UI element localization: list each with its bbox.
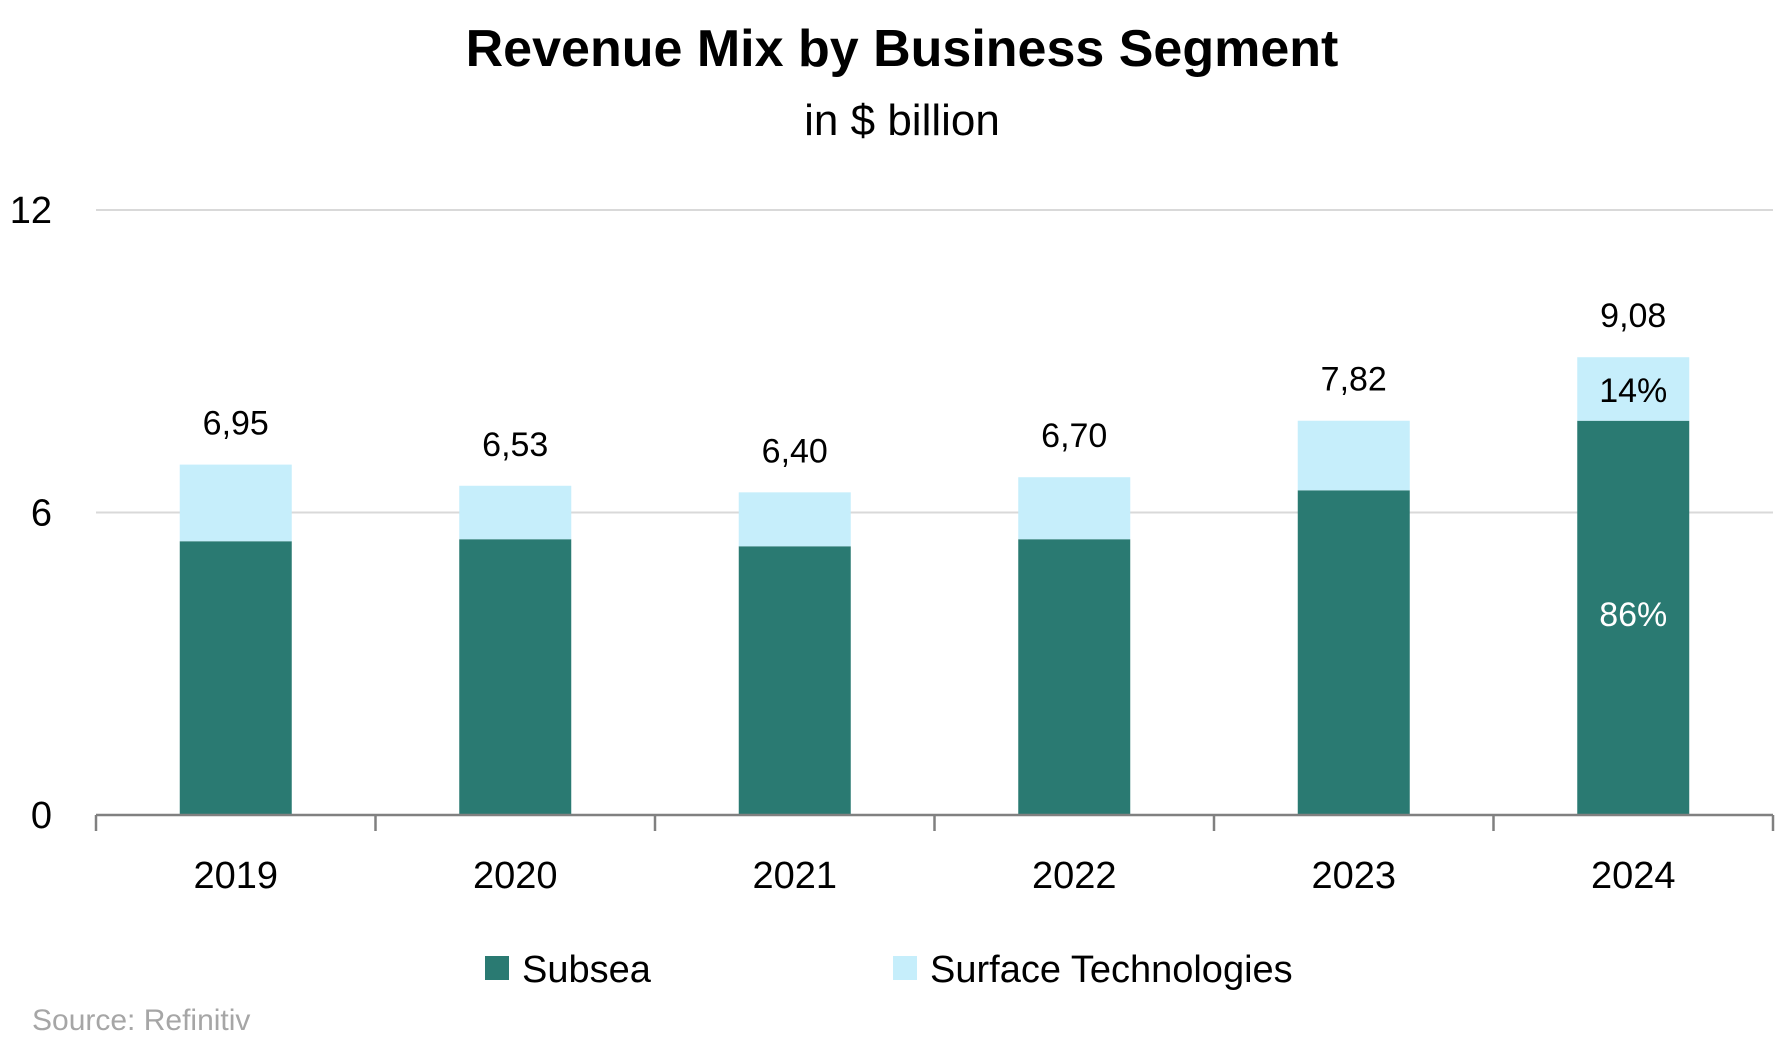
bar-subsea-2024 bbox=[1577, 420, 1690, 815]
bar-surface-technologies-2020 bbox=[459, 485, 572, 540]
total-label: 6,95 bbox=[203, 405, 269, 443]
source-note: Source: Refinitiv bbox=[32, 1004, 250, 1037]
total-label: 6,40 bbox=[762, 432, 828, 470]
legend-label: Surface Technologies bbox=[930, 949, 1293, 991]
bar-subsea-2022 bbox=[1018, 539, 1131, 815]
x-axis: 2019 2020 2021 2022 2023 2024 bbox=[94, 813, 1775, 897]
legend-label: Subsea bbox=[522, 949, 652, 991]
gridlines bbox=[96, 209, 1773, 514]
legend: Subsea Surface Technologies bbox=[485, 949, 1293, 991]
x-tick-label: 2019 bbox=[193, 855, 278, 897]
bars bbox=[179, 357, 1690, 815]
total-label: 7,82 bbox=[1321, 361, 1387, 399]
y-axis-ticks: 0 6 12 bbox=[10, 190, 52, 837]
y-tick-label: 0 bbox=[31, 795, 52, 837]
y-tick-label: 6 bbox=[31, 493, 52, 535]
total-label: 6,70 bbox=[1041, 417, 1107, 455]
legend-swatch bbox=[485, 956, 509, 980]
legend-swatch bbox=[893, 956, 917, 980]
share-label: 86% bbox=[1599, 596, 1667, 634]
x-tick-label: 2021 bbox=[752, 855, 837, 897]
total-label: 9,08 bbox=[1600, 297, 1666, 335]
x-tick-label: 2020 bbox=[473, 855, 558, 897]
bar-surface-technologies-2019 bbox=[179, 464, 292, 542]
bar-surface-technologies-2021 bbox=[738, 492, 851, 547]
data-labels: 6,95 6,53 6,40 6,70 7,82 86% 14% 9,08 bbox=[203, 297, 1668, 634]
share-label: 14% bbox=[1599, 372, 1667, 410]
bar-subsea-2023 bbox=[1297, 490, 1410, 815]
total-label: 6,53 bbox=[482, 426, 548, 464]
bar-subsea-2021 bbox=[738, 546, 851, 815]
legend-item: Surface Technologies bbox=[893, 949, 1293, 991]
y-tick-label: 12 bbox=[10, 190, 52, 232]
x-tick-label: 2023 bbox=[1311, 855, 1396, 897]
bar-surface-technologies-2023 bbox=[1297, 420, 1410, 491]
bar-subsea-2020 bbox=[459, 539, 572, 815]
bar-subsea-2019 bbox=[179, 541, 292, 815]
chart-subtitle: in $ billion bbox=[804, 96, 1000, 145]
bar-surface-technologies-2024 bbox=[1577, 357, 1690, 421]
x-tick-label: 2024 bbox=[1591, 855, 1676, 897]
x-tick-label: 2022 bbox=[1032, 855, 1117, 897]
chart-title: Revenue Mix by Business Segment bbox=[466, 20, 1339, 78]
bar-surface-technologies-2022 bbox=[1018, 477, 1131, 540]
legend-item: Subsea bbox=[485, 949, 652, 991]
